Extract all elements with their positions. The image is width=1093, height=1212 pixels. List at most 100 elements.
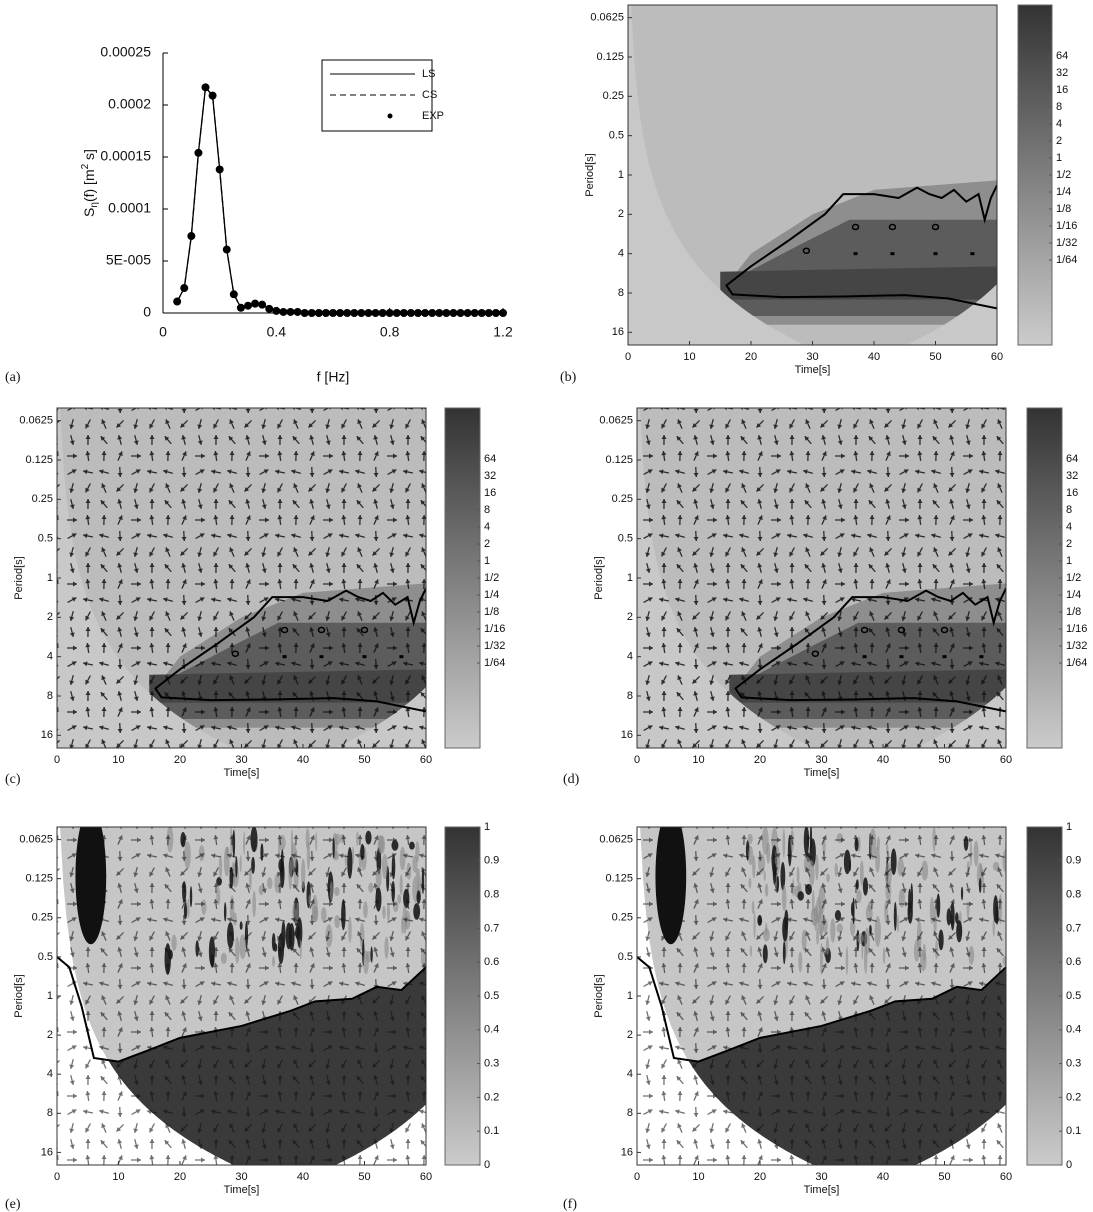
colorbar-tick-label: 1/2 [1056,169,1071,181]
colorbar-tick-label: 2 [1056,135,1062,147]
x-tick-label: 40 [877,1171,889,1183]
y-tick-label: 1 [618,169,624,181]
x-tick-label: 60 [991,351,1003,363]
x-tick-label: 20 [174,1171,186,1183]
y-label-part: s] [81,149,97,164]
x-tick-label: 30 [815,1171,827,1183]
colorbar-tick-label: 0.6 [484,956,499,968]
data-point [371,309,380,317]
y-tick-label: 0.5 [38,951,53,963]
x-tick-label: 0 [625,351,631,363]
colorbar-tick-label: 0.2 [1066,1091,1081,1103]
x-tick-label: 50 [929,351,941,363]
data-point [350,309,359,317]
y-tick-label: 1 [627,572,633,584]
arrows [57,408,426,748]
colorbar-tick-label: 64 [1056,50,1068,62]
x-tick-label: 50 [938,1171,950,1183]
y-tick-label: 0.25 [603,90,624,102]
colorbar-tick-label: 0.8 [484,889,499,901]
colorbar-tick-label: 2 [484,538,490,550]
colorbar-tick-label: 16 [1056,84,1068,96]
data-point [187,232,196,241]
data-point [229,290,238,299]
legend-label: LS [422,68,435,80]
colorbar-tick-label: 1/32 [484,640,505,652]
y-tick-label: 8 [618,287,624,299]
colorbar-tick-label: 1/8 [484,606,499,618]
y-tick-label: 0.0625 [19,415,53,427]
arrows [637,408,1006,748]
data-point [449,309,458,317]
contour-ring [931,223,940,231]
x-tick-label: 30 [235,754,247,766]
y-tick-label: 2 [47,611,53,623]
y-label-part: S [81,208,97,217]
inside-cone [628,5,997,345]
panel-label: (a) [5,370,21,385]
x-tick-label: 0.8 [380,324,400,340]
y-tick-label: 5E-005 [106,252,151,268]
colorbar-tick-label: 0.2 [484,1091,499,1103]
colorbar-tick-label: 1 [1066,555,1072,567]
contour-dash [853,252,858,256]
x-tick-label: 0 [634,1171,640,1183]
data-point [265,304,274,313]
x-tick-label: 40 [877,754,889,766]
x-tick-label: 0.4 [267,324,287,340]
colorbar-tick-label: 8 [1056,101,1062,113]
data-point [258,300,267,309]
data-point [236,303,245,312]
data-point [173,297,182,306]
colorbar-tick-label: 1 [484,821,490,833]
y-tick-label: 4 [627,1068,633,1080]
colorbar [1026,407,1063,749]
contour [154,587,426,713]
contour [57,956,426,1063]
colorbar-tick-label: 1/16 [1066,623,1087,635]
y-tick-label: 0.0625 [19,833,53,845]
y-label-part: η [89,202,100,208]
y-tick-label: 0.125 [25,873,53,885]
contour-ring [802,247,811,255]
colorbar-tick-label: 32 [1056,67,1068,79]
colorbar-tick-label: 2 [1066,538,1072,550]
contour-ring [888,223,897,231]
contour-ring [231,650,240,658]
data-point [414,309,422,317]
x-tick-label: 20 [174,754,186,766]
panel-label: (f) [563,1197,577,1212]
y-label-part: 2 [80,163,91,169]
y-tick-label: 16 [41,729,53,741]
colorbar-tick-label: 1/16 [1056,220,1077,232]
colorbar-tick-label: 32 [1066,470,1078,482]
colorbar-tick-label: 0.8 [1066,889,1081,901]
colorbar-tick-label: 0.4 [484,1024,499,1036]
colorbar-tick-label: 1 [1056,152,1062,164]
y-axis-label: Period[s] [13,974,25,1017]
data-point [251,299,260,308]
y-axis-label: Period[s] [13,556,25,599]
y-tick-label: 4 [47,1068,53,1080]
data-point [244,301,252,310]
colorbar-tick-label: 0.3 [1066,1058,1081,1070]
x-tick-label: 60 [1000,754,1012,766]
colorbar-tick-label: 0.4 [1066,1024,1081,1036]
x-tick-label: 0 [634,754,640,766]
colorbar [1026,826,1063,1166]
y-tick-label: 0.5 [609,130,624,142]
x-tick-label: 20 [754,1171,766,1183]
colorbar-tick-label: 16 [484,487,496,499]
x-axis-label: Time[s] [224,1184,260,1196]
y-tick-label: 4 [627,651,633,663]
y-tick-label: 0.25 [612,493,633,505]
y-tick-label: 1 [47,990,53,1002]
colorbar-tick-label: 0 [484,1159,490,1171]
y-tick-label: 16 [41,1146,53,1158]
data-point [470,309,479,317]
x-tick-label: 60 [420,1171,432,1183]
y-tick-label: 0 [143,304,151,320]
data-point [463,309,472,317]
contour-ring [897,626,906,634]
colorbar-tick-label: 1/32 [1066,640,1087,652]
